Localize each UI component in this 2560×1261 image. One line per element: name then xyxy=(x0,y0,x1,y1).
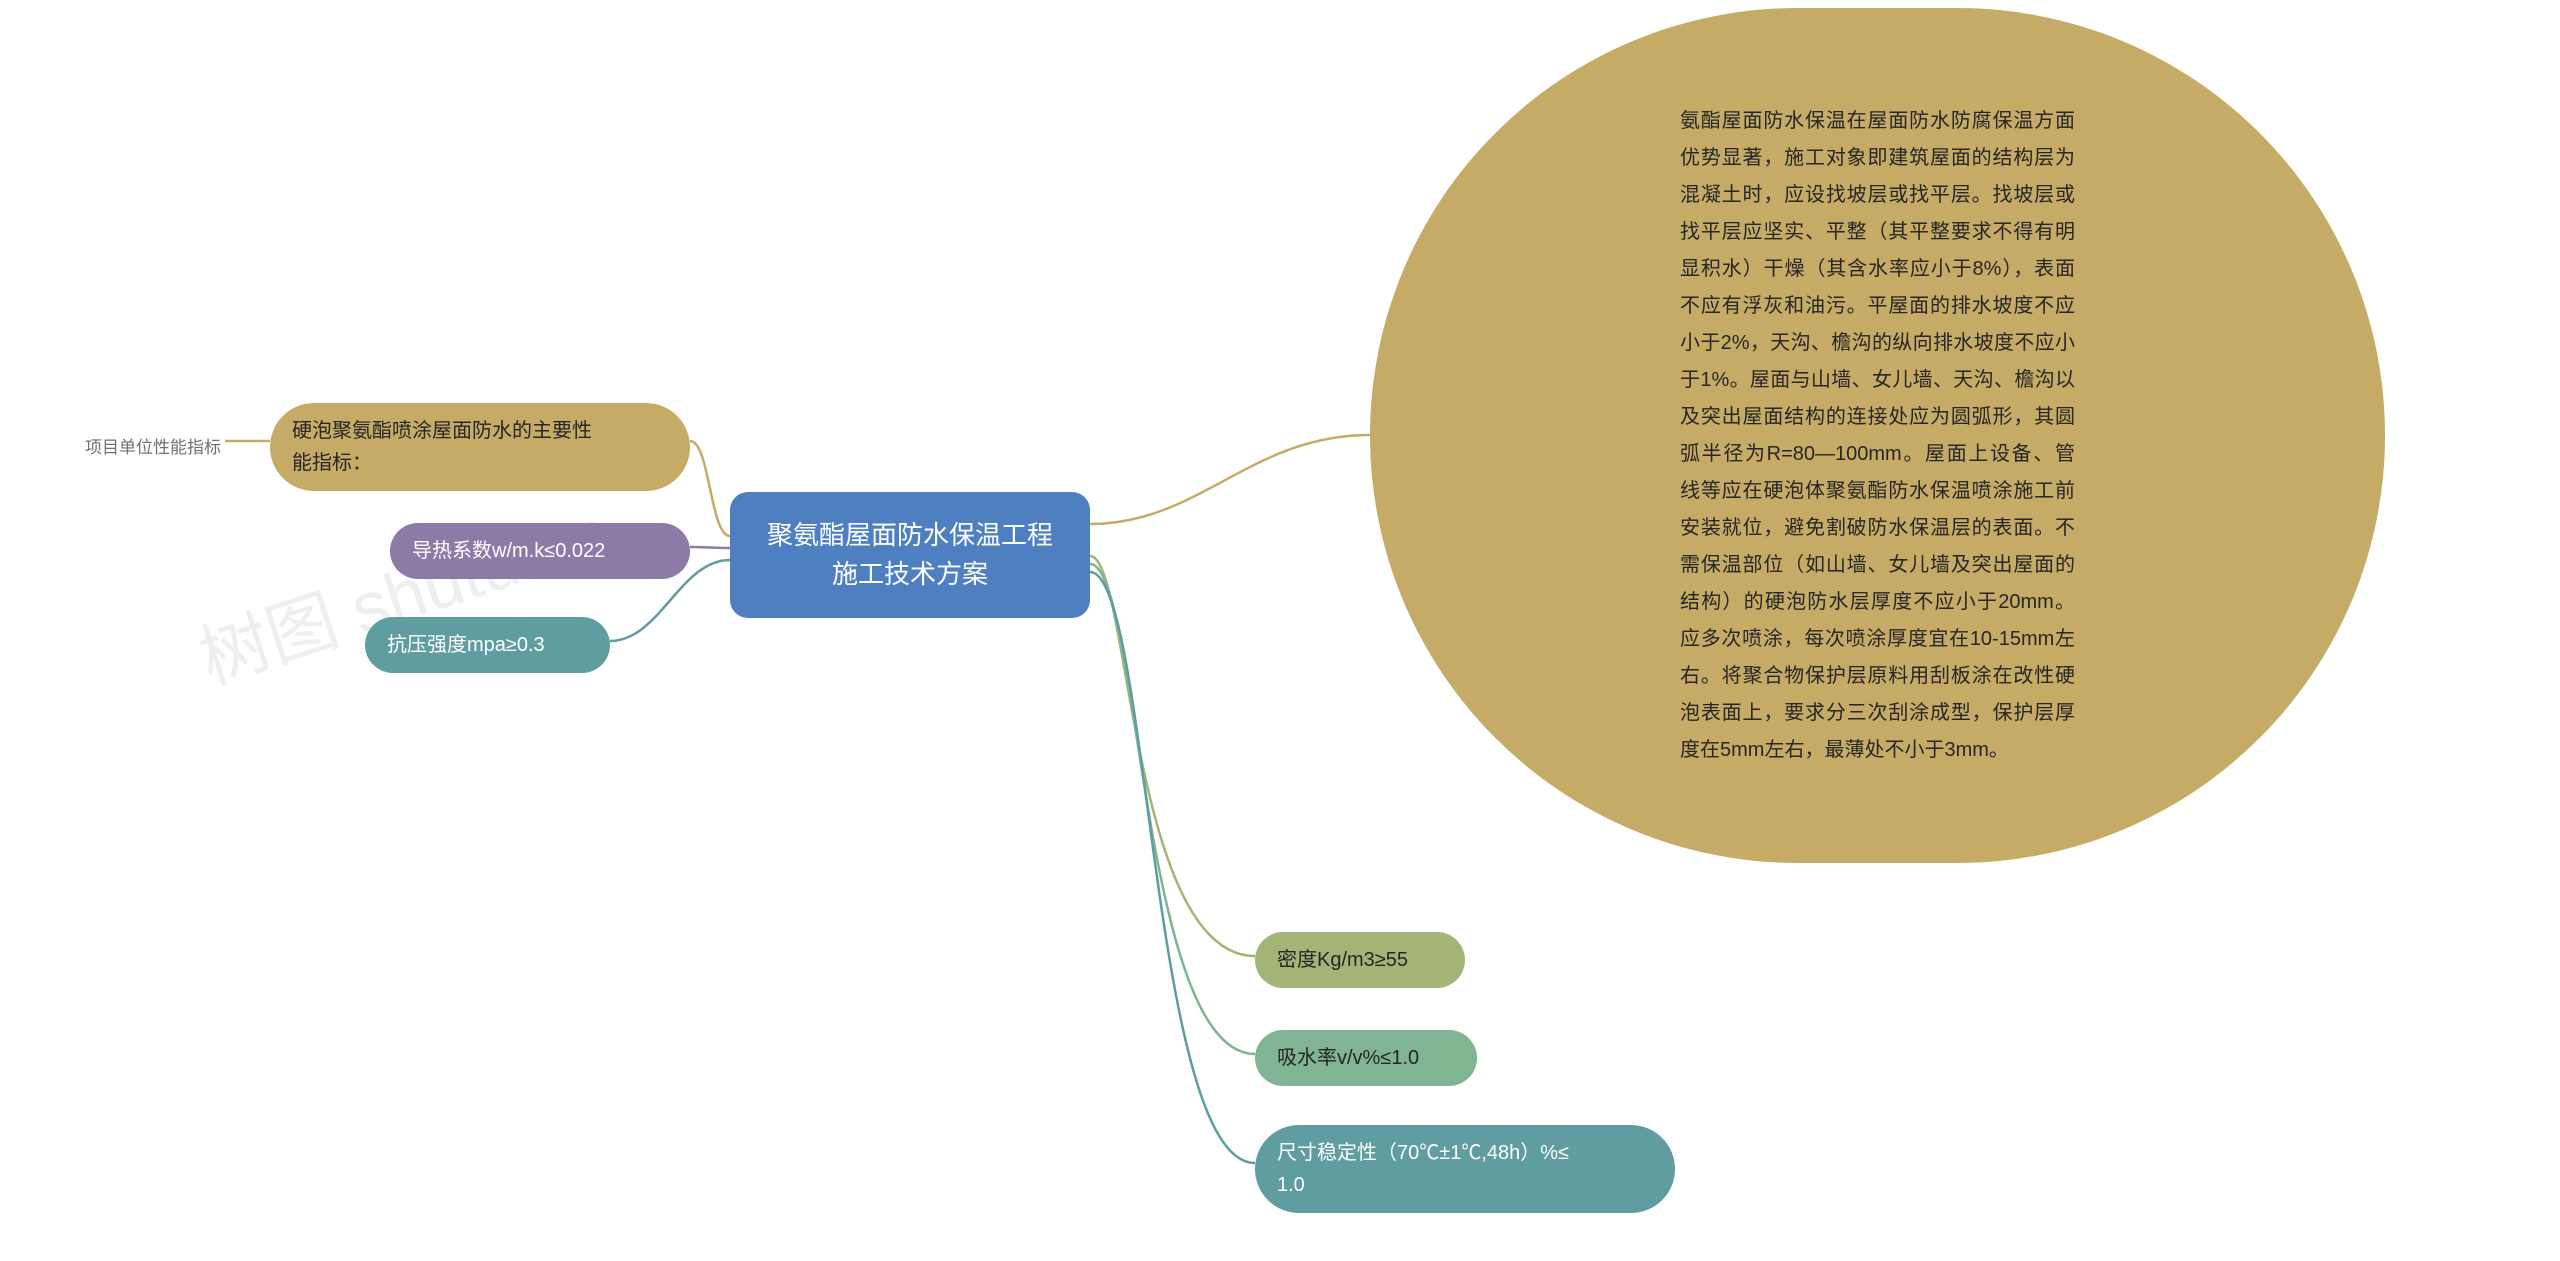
node-label: 吸水率v/v%≤1.0 xyxy=(1277,1042,1419,1074)
right-node-stability[interactable]: 尺寸稳定性（70℃±1℃,48h）%≤ 1.0 xyxy=(1255,1125,1675,1213)
center-node-label: 聚氨酯屋面防水保温工程 施工技术方案 xyxy=(767,520,1053,589)
right-node-density[interactable]: 密度Kg/m3≥55 xyxy=(1255,932,1465,988)
node-label: 尺寸稳定性（70℃±1℃,48h）%≤ 1.0 xyxy=(1277,1137,1569,1201)
node-label: 密度Kg/m3≥55 xyxy=(1277,944,1408,976)
node-label: 硬泡聚氨酯喷涂屋面防水的主要性 能指标： xyxy=(292,415,592,479)
left-node-thermal[interactable]: 导热系数w/m.k≤0.022 xyxy=(390,523,690,579)
right-node-absorption[interactable]: 吸水率v/v%≤1.0 xyxy=(1255,1030,1477,1086)
left-node-spec-header[interactable]: 硬泡聚氨酯喷涂屋面防水的主要性 能指标： xyxy=(270,403,690,491)
node-label: 导热系数w/m.k≤0.022 xyxy=(412,535,605,567)
mindmap-canvas: 树图 shutu.cn 树图 shutu.cn 聚氨酯屋面防水保温工程 施工技术… xyxy=(0,0,2560,1261)
leaf-project-indicator: 项目单位性能指标 xyxy=(85,433,221,458)
node-label: 氨酯屋面防水保温在屋面防水防腐保温方面优势显著，施工对象即建筑屋面的结构层为混凝… xyxy=(1680,103,2075,769)
node-label: 抗压强度mpa≥0.3 xyxy=(387,629,545,661)
left-node-compressive[interactable]: 抗压强度mpa≥0.3 xyxy=(365,617,610,673)
center-node[interactable]: 聚氨酯屋面防水保温工程 施工技术方案 xyxy=(730,492,1090,618)
right-node-description[interactable]: 氨酯屋面防水保温在屋面防水防腐保温方面优势显著，施工对象即建筑屋面的结构层为混凝… xyxy=(1370,8,2385,863)
